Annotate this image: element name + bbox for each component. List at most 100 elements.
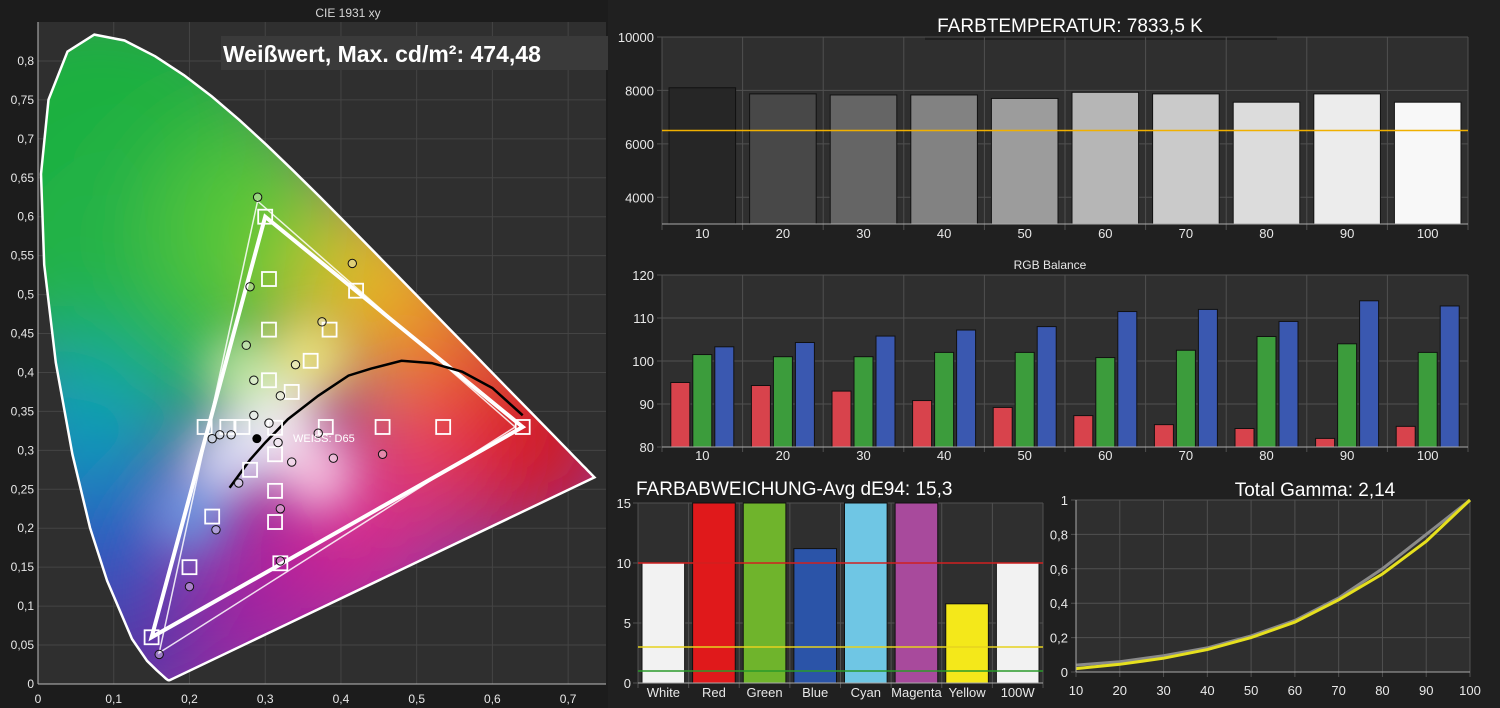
gamma-x-tick-label: 20 <box>1113 683 1127 698</box>
rgb-bar-g <box>934 351 955 448</box>
cie-x-tick-label: 0,3 <box>257 692 274 706</box>
target-square <box>261 372 277 389</box>
cie-y-tick-label: 0 <box>27 677 34 691</box>
whitepoint-marker <box>252 434 262 444</box>
rgb-bar-r <box>831 390 852 448</box>
rgb-x-tick-label: 90 <box>1340 448 1354 463</box>
rgb-bar-b <box>1439 305 1460 448</box>
cie-y-tick-label: 0,75 <box>11 93 35 107</box>
ct-x-tick-label: 100 <box>1417 226 1439 241</box>
gamma-lines <box>1075 498 1472 671</box>
de-x-tick-label: Magenta <box>891 685 942 700</box>
ct-bars <box>668 87 1462 225</box>
de-x-tick-label: Red <box>702 685 726 700</box>
rgb-title: RGB Balance <box>1014 258 1087 272</box>
de-title-background <box>632 474 1032 501</box>
de-y-tick-label: 15 <box>617 496 631 511</box>
ct-x-tick-label: 50 <box>1017 226 1031 241</box>
measured-point <box>328 453 339 463</box>
rgb-bars <box>670 300 1460 448</box>
de-y-tick-label: 10 <box>617 556 631 571</box>
measured-point <box>249 375 259 385</box>
gamma-x-tick-label: 70 <box>1331 683 1345 698</box>
de-title: FARBABWEICHUNG-Avg dE94: 15,3 <box>636 479 952 500</box>
target-square <box>283 384 300 400</box>
measured-point <box>287 457 297 467</box>
de-bar <box>641 562 686 684</box>
cie-x-tick-label: 0,1 <box>105 692 122 706</box>
target-square <box>261 321 277 338</box>
target-square <box>267 482 283 499</box>
measured-point <box>313 428 323 438</box>
de-bars <box>641 502 1040 684</box>
planckian-locus-curve <box>228 359 524 489</box>
ct-x-tick-label: 40 <box>937 226 951 241</box>
ct-title: FARBTEMPERATUR: 7833,5 K <box>937 16 1203 37</box>
ct-bar <box>910 94 978 225</box>
measured-point <box>264 418 274 428</box>
gamma-x-tick-label: 40 <box>1200 683 1214 698</box>
ct-y-tick-label: 8000 <box>625 83 654 98</box>
rgb-bar-b <box>714 346 735 448</box>
de-bar <box>945 603 989 684</box>
de-x-tick-label: White <box>647 685 680 700</box>
de-x-tick-label: Yellow <box>949 685 987 700</box>
ct-bar <box>990 97 1059 225</box>
gamma-axes: 10 20 30 40 50 60 70 80 90 100 0 0,2 0,4 0,6 0,8 1 <box>1050 493 1481 698</box>
cie-fill-highlight <box>280 435 357 512</box>
measured-point <box>249 410 259 421</box>
cie-y-tick-label: 0,8 <box>17 54 34 68</box>
white-luminance-annotation: Weißwert, Max. cd/m²: 474,48 <box>223 41 541 67</box>
cie-y-tick-label: 0,5 <box>17 288 34 302</box>
gamma-x-tick-label: 90 <box>1419 683 1433 698</box>
measured-gamut-triangle <box>158 199 517 655</box>
rgb-y-tick-label: 90 <box>640 397 654 412</box>
measured-point <box>377 449 388 459</box>
rgb-bar-r <box>1315 437 1336 448</box>
de-bar <box>793 548 837 684</box>
ct-bar <box>1071 91 1140 225</box>
measured-point <box>207 433 217 444</box>
rgb-bar-b <box>1278 320 1299 448</box>
measured-point <box>290 359 301 370</box>
measured-point <box>275 504 286 514</box>
cie-chart: CIE 1931 xy WEISS: D65 0 0,1 0,2 0,3 0,4 0,5 0… <box>11 6 608 706</box>
target-markers <box>143 208 531 646</box>
gamma-x-tick-label: 60 <box>1288 683 1302 698</box>
target-square <box>374 419 391 435</box>
rgb-bar-g <box>1175 349 1196 448</box>
rgb-bar-r <box>1073 415 1094 448</box>
de-threshold-lines <box>638 562 1043 672</box>
measured-point <box>233 478 244 488</box>
ct-bar <box>749 93 817 225</box>
ct-x-tick-label: 90 <box>1340 226 1354 241</box>
ct-bar <box>1152 93 1220 225</box>
ct-x-tick-label: 80 <box>1259 226 1273 241</box>
rgb-bar-g <box>853 356 874 448</box>
ct-x-tick-label: 60 <box>1098 226 1112 241</box>
ct-bar <box>829 94 898 225</box>
cie-x-tick-label: 0,6 <box>484 692 501 706</box>
target-square <box>435 419 452 435</box>
de-y-tick-label: 0 <box>624 676 631 691</box>
rgb-y-tick-label: 120 <box>632 268 654 283</box>
ct-y-tick-label: 10000 <box>618 30 654 45</box>
cie-y-tick-label: 0,25 <box>11 482 35 496</box>
target-square <box>143 629 160 646</box>
cie-fill-blob <box>356 389 478 511</box>
cie-y-tick-label: 0,05 <box>11 638 35 652</box>
rgb-bar-g <box>1337 343 1358 448</box>
rgb-axes: 80 90 100 110 120 10 20 30 40 50 60 70 80 90 100 <box>632 268 1468 463</box>
de-bar <box>894 502 939 684</box>
target-square <box>321 321 338 338</box>
cie-fill-highlight <box>272 319 349 395</box>
gamma-title-background <box>1205 474 1435 499</box>
de-bar <box>692 502 736 684</box>
rgb-x-tick-label: 20 <box>776 448 790 463</box>
measured-point <box>347 258 357 269</box>
rgb-x-tick-label: 50 <box>1017 448 1031 463</box>
rgb-bar-b <box>1197 308 1218 448</box>
ct-x-tick-label: 10 <box>695 226 709 241</box>
measured-point <box>275 556 286 566</box>
